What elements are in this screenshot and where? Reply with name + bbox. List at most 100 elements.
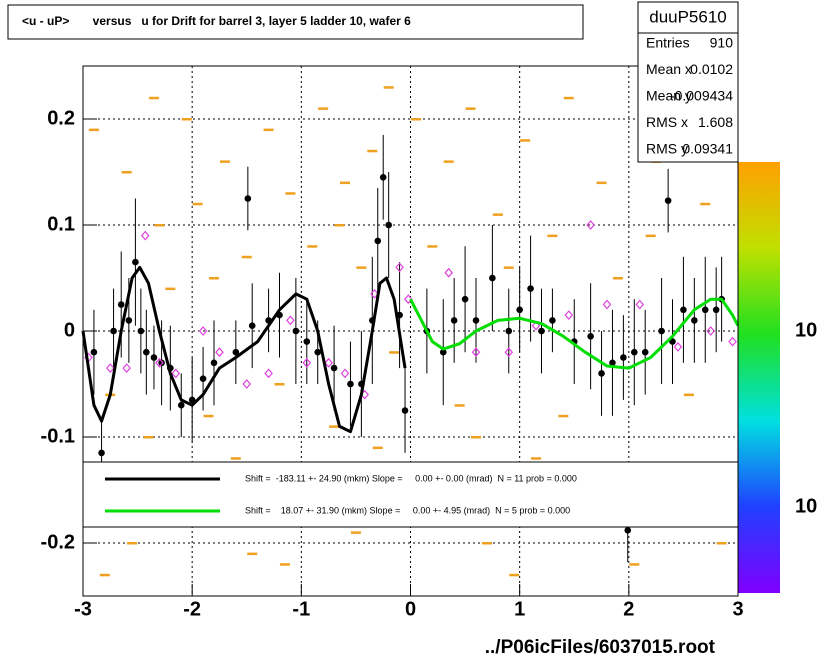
hit	[329, 425, 340, 428]
hit	[154, 224, 165, 227]
data-point	[155, 357, 164, 368]
data-point	[549, 317, 556, 324]
data-point	[538, 327, 545, 335]
hit	[127, 542, 138, 545]
data-point	[630, 348, 638, 356]
stats-label: Entries	[646, 35, 690, 51]
x-tick-label: 2	[623, 598, 634, 620]
data-point	[105, 363, 115, 374]
hit	[88, 128, 99, 132]
hit	[443, 160, 454, 163]
hit	[410, 118, 421, 121]
stats-label: Mean x	[646, 61, 692, 77]
data-point	[587, 333, 594, 340]
stats-rows: Entries 910 Mean x0.0102 Mean y-0.009434 RMS…	[646, 35, 733, 157]
x-tick-label: 0	[405, 598, 416, 620]
data-point	[98, 449, 105, 457]
hit	[683, 393, 694, 397]
data-point	[125, 317, 133, 324]
hit	[350, 531, 361, 534]
stats-value: 0.09341	[682, 141, 733, 157]
stats-value: -0.009434	[670, 88, 733, 104]
data-point	[664, 197, 672, 204]
x-tick-label: -3	[74, 598, 92, 620]
data-point	[347, 380, 354, 388]
stats-value: 910	[710, 35, 734, 51]
data-point	[641, 348, 649, 356]
fit-curve	[409, 297, 740, 370]
hit	[143, 436, 154, 439]
data-point	[673, 341, 683, 352]
data-point	[90, 348, 98, 356]
data-point	[450, 317, 458, 324]
data-point	[504, 347, 514, 358]
hit	[285, 192, 296, 195]
hit	[531, 457, 542, 460]
hit	[454, 404, 465, 407]
data-point	[598, 370, 605, 377]
stats-label: Mean y	[646, 88, 692, 104]
data-point	[444, 267, 454, 278]
data-point	[527, 285, 534, 292]
data-point	[137, 327, 145, 335]
hit	[367, 149, 378, 153]
data-point	[140, 230, 150, 241]
hit	[563, 96, 574, 100]
y-tick-label: 0.2	[47, 107, 75, 129]
data-point	[302, 357, 312, 368]
data-point	[439, 348, 447, 356]
chart-title: <u - uP> versus u for Drift for barrel 3…	[22, 14, 411, 28]
hit	[629, 563, 640, 566]
y-tick-label: -0.2	[41, 531, 75, 553]
hit	[340, 181, 350, 185]
hit	[219, 160, 230, 163]
title-box	[7, 4, 584, 40]
x-tick-label: 3	[732, 598, 743, 620]
data-point	[624, 526, 632, 534]
data-point	[244, 195, 252, 202]
data-point	[199, 375, 207, 383]
data-point	[171, 368, 181, 379]
hit	[165, 287, 176, 291]
data-point	[505, 327, 513, 335]
hit	[121, 171, 132, 174]
data-point	[158, 359, 165, 367]
data-point	[340, 368, 350, 379]
data-point	[461, 295, 469, 303]
hit	[383, 86, 394, 89]
data-point	[658, 327, 665, 335]
data-point	[472, 317, 480, 324]
hit	[279, 563, 290, 566]
hit	[247, 552, 258, 556]
hit	[700, 202, 711, 206]
data-point	[602, 299, 612, 310]
data-point	[586, 220, 595, 230]
palette-label: 10	[795, 319, 817, 341]
hit	[612, 277, 623, 280]
palette	[738, 162, 780, 593]
hit	[427, 245, 438, 248]
hit	[558, 414, 569, 418]
data-point	[385, 221, 392, 229]
legend-label: Shift = 18.07 +- 31.90 (mkm) Slope = 0.0…	[245, 505, 570, 515]
plot-area: -3 -2 -1 0 1 2 3 -0.2 -0.1 0 0.1 0.2 Shift = -183.11…	[41, 65, 744, 620]
hit	[492, 213, 503, 216]
hit	[318, 107, 329, 110]
data-point	[620, 354, 627, 361]
legend-label: Shift = -183.11 +- 24.90 (mkm) Slope = 0…	[245, 473, 577, 483]
data-point	[701, 306, 709, 314]
data-point	[516, 306, 523, 314]
hit	[230, 457, 241, 460]
hit	[520, 139, 531, 142]
hit	[389, 351, 400, 354]
data-point	[728, 336, 737, 347]
data-point	[242, 379, 252, 389]
y-tick-label: -0.1	[41, 425, 75, 447]
data-point	[370, 288, 379, 299]
data-point	[379, 174, 387, 181]
x-tick-label: -2	[183, 598, 201, 620]
data-point	[471, 347, 481, 358]
hit	[356, 266, 367, 269]
data-point	[264, 368, 273, 379]
hit	[716, 542, 727, 545]
